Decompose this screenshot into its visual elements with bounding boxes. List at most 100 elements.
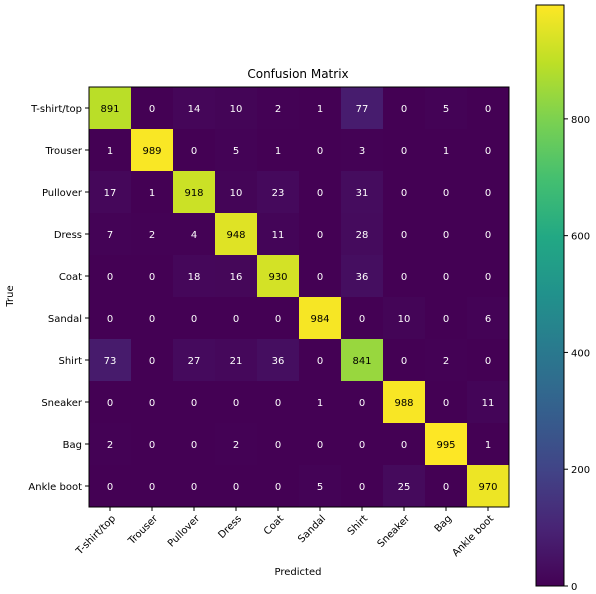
matrix-cell-5-2 (173, 297, 216, 340)
matrix-cell-9-6 (341, 465, 384, 508)
matrix-cell-1-7 (383, 129, 426, 172)
x-tick-label-1: Trouser (126, 513, 161, 548)
matrix-cell-2-3 (215, 171, 258, 214)
matrix-cell-5-5 (299, 297, 342, 340)
cell-value-label-6-7: 0 (401, 356, 407, 367)
cell-value-label-5-4: 0 (275, 314, 281, 325)
cell-value-label-3-0: 7 (107, 230, 113, 241)
cell-value-label-9-2: 0 (191, 482, 197, 493)
cell-value-label-1-9: 0 (485, 146, 491, 157)
matrix-cell-1-5 (299, 129, 342, 172)
matrix-cell-7-8 (425, 381, 468, 424)
y-tick-label-4: Coat (59, 272, 82, 283)
y-tick-label-8: Bag (63, 440, 82, 451)
cell-value-label-0-7: 0 (401, 104, 407, 115)
cell-value-label-3-1: 2 (149, 230, 155, 241)
matrix-cell-4-9 (467, 255, 510, 298)
y-tick-label-0: T-shirt/top (30, 104, 82, 115)
matrix-cell-2-4 (257, 171, 300, 214)
matrix-cell-4-7 (383, 255, 426, 298)
cell-value-label-3-5: 0 (317, 230, 323, 241)
matrix-cell-3-1 (131, 213, 174, 256)
cell-value-label-8-5: 0 (317, 440, 323, 451)
cell-value-label-7-4: 0 (275, 398, 281, 409)
matrix-cell-1-8 (425, 129, 468, 172)
chart-title: Confusion Matrix (247, 67, 348, 81)
cell-value-label-4-8: 0 (443, 272, 449, 283)
matrix-cell-4-0 (89, 255, 132, 298)
cell-value-label-4-9: 0 (485, 272, 491, 283)
matrix-cell-4-6 (341, 255, 384, 298)
matrix-cell-4-4 (257, 255, 300, 298)
cell-value-label-2-1: 1 (149, 188, 155, 199)
cell-value-label-2-8: 0 (443, 188, 449, 199)
cell-value-label-2-5: 0 (317, 188, 323, 199)
y-tick-label-6: Shirt (59, 356, 83, 367)
x-tick-label-3: Dress (216, 513, 244, 541)
matrix-cell-5-9 (467, 297, 510, 340)
matrix-cell-1-2 (173, 129, 216, 172)
cell-value-label-1-5: 0 (317, 146, 323, 157)
cell-value-label-6-9: 0 (485, 356, 491, 367)
cell-value-label-1-2: 0 (191, 146, 197, 157)
matrix-cell-1-6 (341, 129, 384, 172)
cell-value-label-6-1: 0 (149, 356, 155, 367)
matrix-cell-1-0 (89, 129, 132, 172)
cell-value-label-4-7: 0 (401, 272, 407, 283)
cell-value-label-0-2: 14 (188, 104, 201, 115)
matrix-cell-3-3 (215, 213, 258, 256)
matrix-cell-2-6 (341, 171, 384, 214)
matrix-cell-9-4 (257, 465, 300, 508)
matrix-cell-7-5 (299, 381, 342, 424)
matrix-cell-5-1 (131, 297, 174, 340)
matrix-cell-9-8 (425, 465, 468, 508)
cell-value-label-9-0: 0 (107, 482, 113, 493)
cell-value-label-8-1: 0 (149, 440, 155, 451)
cell-value-label-2-2: 918 (184, 188, 203, 199)
y-tick-label-5: Sandal (48, 314, 82, 325)
matrix-cell-0-9 (467, 87, 510, 130)
matrix-cell-0-2 (173, 87, 216, 130)
x-tick-label-5: Sandal (296, 513, 328, 545)
cell-value-label-4-1: 0 (149, 272, 155, 283)
matrix-cell-8-9 (467, 423, 510, 466)
cell-value-label-0-5: 1 (317, 104, 323, 115)
cell-value-label-3-8: 0 (443, 230, 449, 241)
matrix-cell-9-9 (467, 465, 510, 508)
matrix-cell-0-4 (257, 87, 300, 130)
cell-value-label-1-8: 1 (443, 146, 449, 157)
cell-value-label-8-2: 0 (191, 440, 197, 451)
cell-value-label-5-2: 0 (191, 314, 197, 325)
y-axis-label: True (5, 285, 16, 307)
x-tick-label-0: T-shirt/top (74, 513, 118, 557)
matrix-cell-8-6 (341, 423, 384, 466)
cell-value-label-4-3: 16 (230, 272, 243, 283)
x-tick-label-9: Ankle boot (450, 513, 496, 559)
matrix-cell-0-0 (89, 87, 132, 130)
cell-value-label-8-6: 0 (359, 440, 365, 451)
cell-value-label-6-6: 841 (352, 356, 371, 367)
matrix-cell-9-3 (215, 465, 258, 508)
matrix-cell-4-3 (215, 255, 258, 298)
cell-value-label-8-7: 0 (401, 440, 407, 451)
colorbar-tick-label-1: 200 (571, 465, 590, 476)
matrix-cell-0-5 (299, 87, 342, 130)
cell-value-label-8-4: 0 (275, 440, 281, 451)
cell-value-label-3-4: 11 (272, 230, 285, 241)
cell-value-label-6-8: 2 (443, 356, 449, 367)
matrix-cell-1-3 (215, 129, 258, 172)
cell-value-label-4-2: 18 (188, 272, 201, 283)
cell-value-label-8-0: 2 (107, 440, 113, 451)
x-tick-label-7: Sneaker (376, 513, 413, 550)
cell-value-label-1-0: 1 (107, 146, 113, 157)
matrix-cell-7-9 (467, 381, 510, 424)
matrix-cell-6-3 (215, 339, 258, 382)
cell-value-label-9-9: 970 (478, 482, 497, 493)
matrix-cell-3-9 (467, 213, 510, 256)
cell-value-label-9-7: 25 (398, 482, 411, 493)
matrix-cell-8-0 (89, 423, 132, 466)
y-tick-label-7: Sneaker (41, 398, 83, 409)
matrix-cell-5-3 (215, 297, 258, 340)
cell-value-label-1-1: 989 (142, 146, 161, 157)
matrix-cell-2-5 (299, 171, 342, 214)
